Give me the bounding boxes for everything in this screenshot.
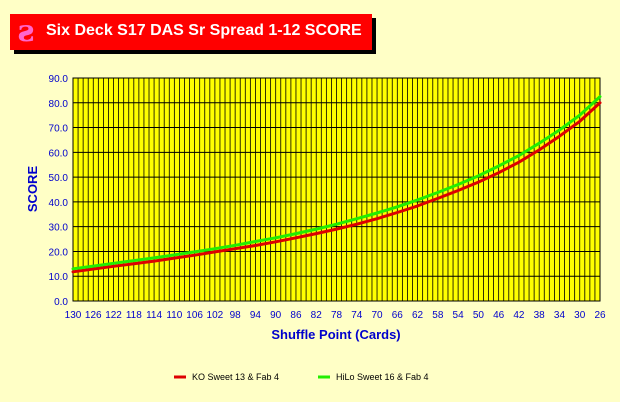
x-tick-label: 26 <box>594 310 606 321</box>
x-tick-label: 42 <box>513 310 525 321</box>
y-tick-labels: 0.0 10.0 20.0 30.0 40.0 50.0 60.0 70.0 80.0 90.0 <box>49 74 69 308</box>
x-tick-label: 58 <box>432 310 444 321</box>
x-tick-label: 62 <box>412 310 424 321</box>
x-tick-label: 122 <box>105 310 122 321</box>
x-tick-label: 98 <box>230 310 242 321</box>
y-tick-label: 20.0 <box>49 247 69 258</box>
x-tick-label: 74 <box>351 310 363 321</box>
x-tick-label: 110 <box>166 310 182 321</box>
x-tick-label: 118 <box>126 310 142 321</box>
y-tick-label: 30.0 <box>49 223 69 234</box>
horizontal-gridlines <box>73 102 600 277</box>
x-tick-label: 86 <box>290 310 302 321</box>
y-tick-label: 0.0 <box>54 297 68 308</box>
x-tick-label: 102 <box>207 310 224 321</box>
x-tick-label: 78 <box>331 310 343 321</box>
x-tick-label: 30 <box>574 310 586 321</box>
legend-label-ko: KO Sweet 13 & Fab 4 <box>192 372 279 382</box>
x-tick-labels: 130 126 122 118 114 110 106 102 98 94 90 86 82 78 74 70… <box>65 310 606 321</box>
x-tick-label: 114 <box>146 310 162 321</box>
y-tick-label: 70.0 <box>49 124 69 135</box>
x-tick-label: 46 <box>493 310 505 321</box>
y-tick-label: 50.0 <box>49 173 69 184</box>
vertical-gridlines <box>77 78 596 301</box>
x-tick-label: 90 <box>270 310 282 321</box>
legend: KO Sweet 13 & Fab 4 HiLo Sweet 16 & Fab … <box>174 372 429 382</box>
x-tick-label: 54 <box>453 310 465 321</box>
series-lines <box>71 95 602 274</box>
chart-title-box: ƨ Six Deck S17 DAS Sr Spread 1-12 SCORE <box>10 14 372 50</box>
y-tick-label: 40.0 <box>49 198 69 209</box>
x-tick-label: 66 <box>392 310 404 321</box>
logo-icon: ƨ <box>17 14 35 49</box>
x-tick-label: 34 <box>554 310 566 321</box>
x-tick-label: 126 <box>85 310 102 321</box>
x-axis-label: Shuffle Point (Cards) <box>271 327 400 342</box>
y-tick-label: 90.0 <box>49 74 69 85</box>
y-tick-label: 10.0 <box>49 272 69 283</box>
y-tick-label: 60.0 <box>49 148 69 159</box>
x-tick-label: 50 <box>473 310 485 321</box>
chart-title: Six Deck S17 DAS Sr Spread 1-12 SCORE <box>46 22 362 39</box>
y-tick-label: 80.0 <box>49 99 69 110</box>
x-tick-label: 106 <box>186 310 203 321</box>
x-tick-label: 82 <box>311 310 323 321</box>
series-line-hilo <box>71 95 602 271</box>
x-tick-label: 70 <box>371 310 383 321</box>
x-tick-label: 38 <box>534 310 546 321</box>
x-tick-label: 130 <box>65 310 82 321</box>
y-axis-label: SCORE <box>25 166 40 213</box>
x-tick-label: 94 <box>250 310 262 321</box>
legend-label-hilo: HiLo Sweet 16 & Fab 4 <box>336 372 429 382</box>
series-line-ko <box>71 101 602 274</box>
